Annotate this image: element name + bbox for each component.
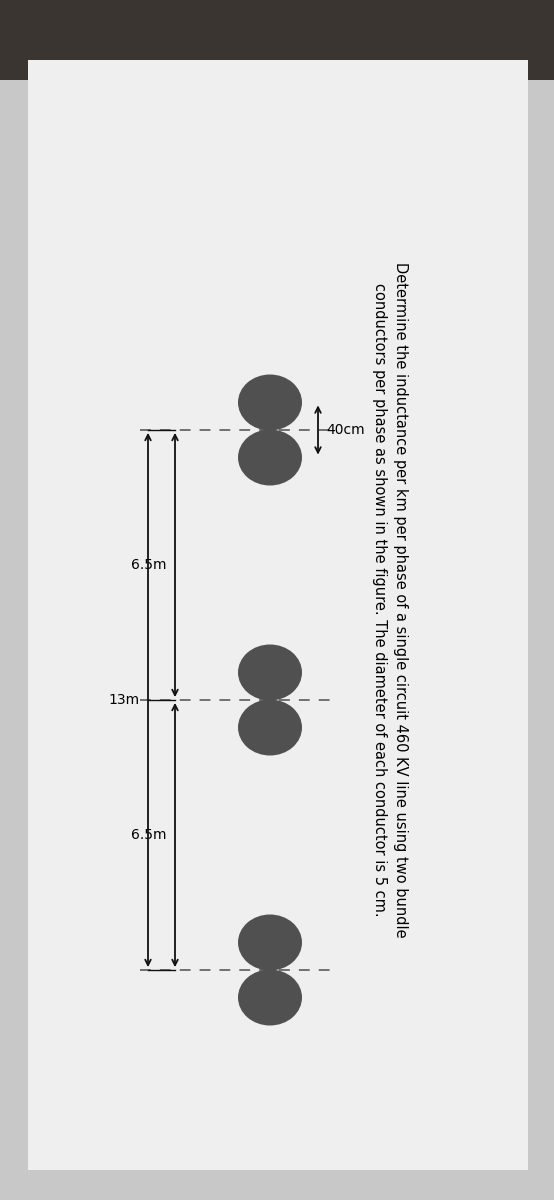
Text: Determine the inductance per km per phase of a single circuit 460 KV line using : Determine the inductance per km per phas… (372, 262, 408, 938)
Ellipse shape (238, 374, 302, 431)
Text: 6.5m: 6.5m (131, 828, 167, 842)
Ellipse shape (238, 644, 302, 701)
Ellipse shape (238, 700, 302, 756)
Text: 40cm: 40cm (326, 422, 365, 437)
Bar (0, 0, 554, 80)
Ellipse shape (238, 970, 302, 1026)
Ellipse shape (238, 914, 302, 971)
Text: 13m: 13m (109, 692, 140, 707)
Text: 6.5m: 6.5m (131, 558, 167, 572)
FancyBboxPatch shape (28, 60, 528, 1170)
Ellipse shape (238, 430, 302, 486)
